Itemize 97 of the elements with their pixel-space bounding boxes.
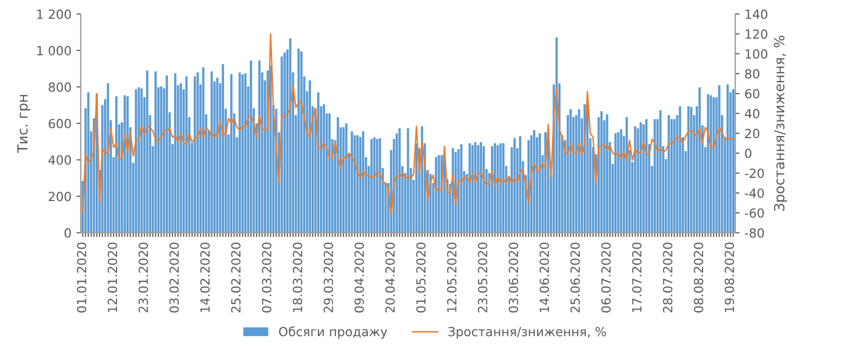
bar xyxy=(160,86,162,233)
y2-tick-label: 20 xyxy=(745,128,760,138)
bar xyxy=(690,107,692,233)
bar xyxy=(362,131,364,233)
y-tick-label: 1 000 xyxy=(37,46,71,56)
x-tick-label: 12.05.2020 xyxy=(447,242,456,312)
bar xyxy=(640,122,642,233)
bar xyxy=(308,80,311,233)
bar xyxy=(180,83,182,233)
y2-tick-label: 100 xyxy=(746,49,768,59)
bar xyxy=(210,71,213,233)
legend-label: Зростання/зниження, % xyxy=(448,326,606,339)
bar xyxy=(460,144,462,233)
x-tick-label: 25.02.2020 xyxy=(231,242,241,312)
y2-tick-label: 120 xyxy=(746,29,768,39)
bar xyxy=(468,143,471,233)
bar xyxy=(244,73,246,233)
bar xyxy=(519,136,522,233)
bar xyxy=(654,119,656,233)
x-tick-label: 23.01.2020 xyxy=(138,242,148,312)
bar xyxy=(298,48,300,233)
x-tick-label: 07.03.2020 xyxy=(262,242,272,313)
bar xyxy=(196,72,199,233)
bar xyxy=(166,75,168,233)
bar xyxy=(354,135,356,233)
y2-tick-label: 80 xyxy=(745,69,760,79)
y-axis-title: Тис. грн xyxy=(17,95,30,153)
x-tick-label: 03.02.2020 xyxy=(169,242,179,313)
bar xyxy=(668,115,670,233)
bar xyxy=(202,67,204,233)
bar xyxy=(280,56,283,233)
bar xyxy=(634,126,636,233)
bar xyxy=(87,92,90,233)
bar xyxy=(376,139,378,233)
bar xyxy=(496,145,499,233)
y-tick-label: 800 xyxy=(48,82,71,92)
legend-label: Обсяги продажу xyxy=(279,326,388,339)
x-tick-label: 12.01.2020 xyxy=(108,242,118,312)
x-tick-label: 01.01.2020 xyxy=(76,242,86,313)
bar xyxy=(482,146,485,233)
bar xyxy=(617,132,620,233)
y2-axis-title: Зростання/зниження, % xyxy=(774,36,788,211)
bar xyxy=(710,95,712,233)
bar xyxy=(317,92,320,233)
x-tick-label: 06.07.2020 xyxy=(601,242,611,313)
x-tick-label: 14.02.2020 xyxy=(200,242,210,312)
bar xyxy=(124,95,126,233)
y-tick-label: 200 xyxy=(48,192,71,202)
x-tick-label: 08.08.2020 xyxy=(694,242,704,313)
bar xyxy=(373,137,376,233)
x-tick-label: 19.08.2020 xyxy=(724,242,734,312)
bar xyxy=(238,72,241,233)
x-tick-label: 17.07.2020 xyxy=(632,242,642,312)
bar xyxy=(289,38,292,233)
bar xyxy=(438,155,440,233)
bar xyxy=(138,87,140,233)
bar xyxy=(502,143,504,233)
bar xyxy=(698,87,701,233)
y2-tick-label: 60 xyxy=(745,89,760,98)
bar xyxy=(146,70,148,233)
x-tick-label: 23.05.2020 xyxy=(478,242,488,312)
bar xyxy=(474,142,476,233)
y-tick-label: 0 xyxy=(64,228,71,238)
y2-tick-label: -80 xyxy=(744,228,764,238)
y2-tick-label: 140 xyxy=(746,9,768,19)
bar xyxy=(718,85,720,233)
y2-tick-label: 40 xyxy=(744,108,760,118)
bar xyxy=(726,84,729,233)
bar xyxy=(712,97,715,233)
x-tick-label: 03.06.2020 xyxy=(508,242,518,313)
bar xyxy=(174,73,176,233)
x-tick-label: 20.04.2020 xyxy=(385,242,395,312)
line-series xyxy=(82,33,734,216)
bar xyxy=(732,89,734,233)
y2-tick-label: -20 xyxy=(744,168,764,178)
y-tick-label: 400 xyxy=(48,155,71,165)
bar xyxy=(230,74,232,233)
bar xyxy=(115,96,118,233)
bar xyxy=(645,119,648,233)
x-tick-label: 01.05.2020 xyxy=(416,242,426,313)
y2-tick-label: 0 xyxy=(745,148,752,158)
x-tick-label: 25.06.2020 xyxy=(570,242,580,312)
x-tick-label: 28.07.2020 xyxy=(662,242,672,312)
y2-tick-label: -40 xyxy=(744,188,764,198)
bar xyxy=(216,78,218,233)
x-tick-label: 09.04.2020 xyxy=(354,242,364,313)
x-tick-label: 14.06.2020 xyxy=(540,242,550,312)
bar xyxy=(570,109,572,233)
bar xyxy=(538,133,541,233)
bar xyxy=(345,123,348,233)
x-tick-label: 29.03.2020 xyxy=(324,242,334,312)
y2-tick-label: -60 xyxy=(744,208,764,218)
y-tick-label: 1 200 xyxy=(37,9,71,19)
bar xyxy=(626,117,628,233)
bar xyxy=(533,130,536,233)
y-tick-label: 600 xyxy=(48,118,71,128)
x-tick-label: 18.03.2020 xyxy=(292,242,302,312)
